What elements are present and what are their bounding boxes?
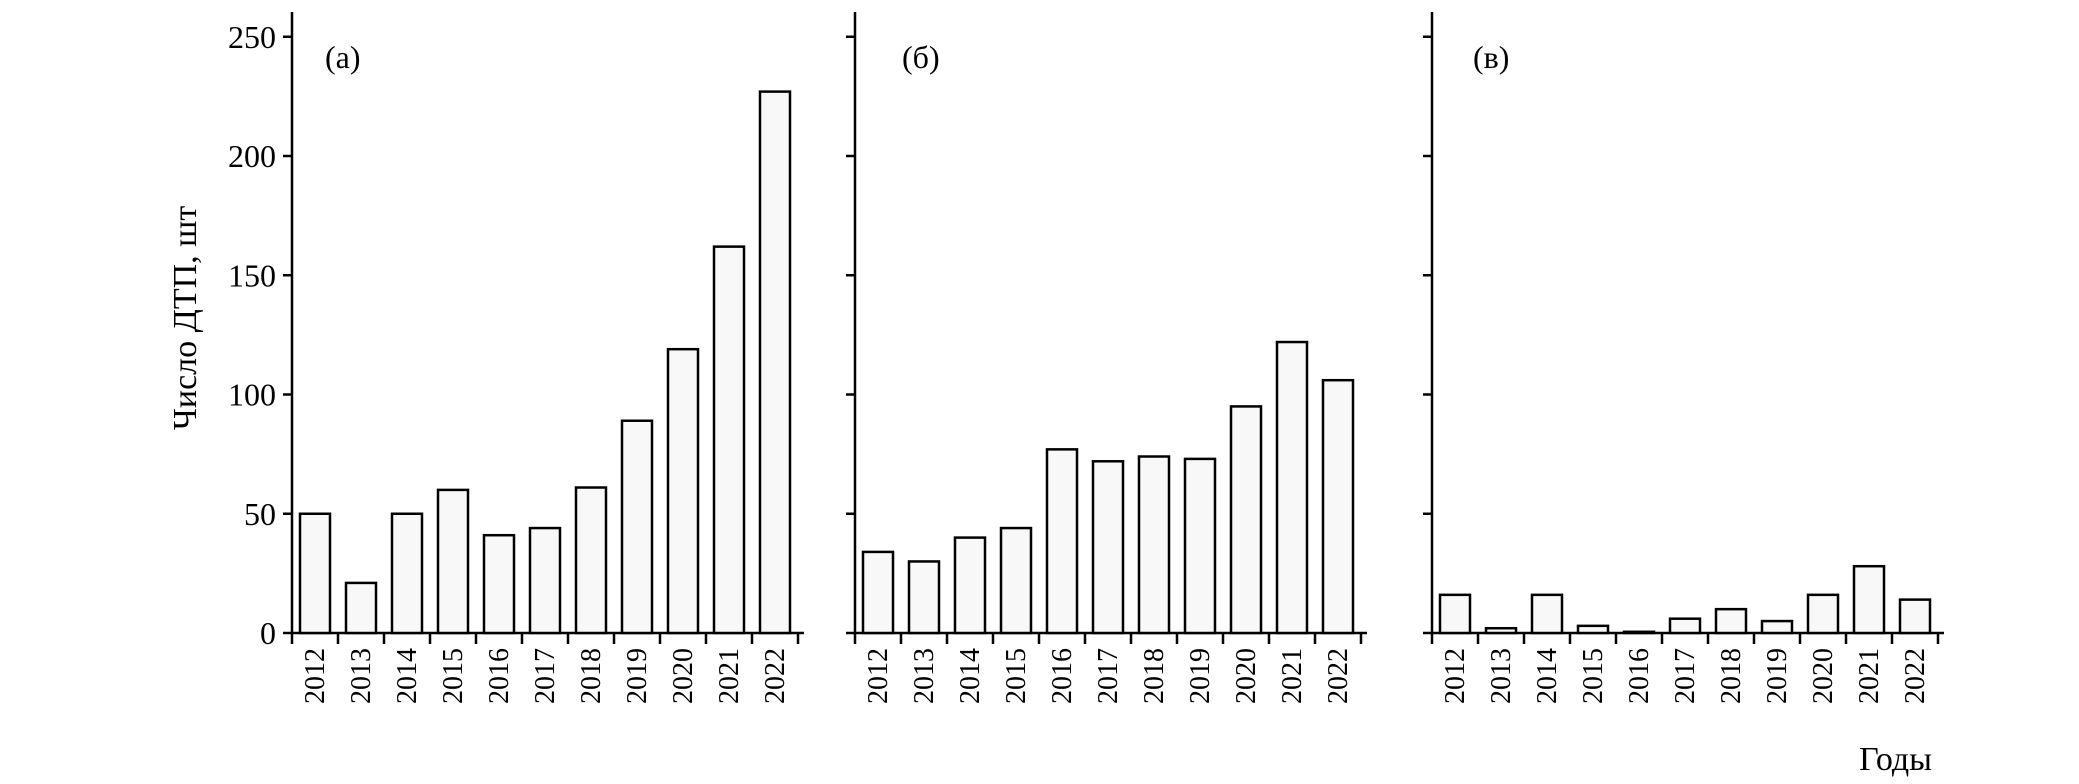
x-tick-label: 2013 xyxy=(1486,648,1517,704)
x-tick-label: 2014 xyxy=(955,648,986,704)
bar xyxy=(298,512,332,635)
bar xyxy=(953,536,987,635)
bar xyxy=(1438,593,1472,635)
x-tick-label: 2015 xyxy=(1578,648,1609,704)
bar xyxy=(907,560,941,635)
bar xyxy=(344,581,378,635)
x-tick-label: 2019 xyxy=(622,648,653,704)
x-tick-label: 2014 xyxy=(392,648,423,704)
x-axis-label: Годы xyxy=(1859,741,1932,778)
x-tick-label: 2015 xyxy=(438,648,469,704)
x-tick-label: 2012 xyxy=(300,648,331,704)
panel-3: 2012 2013 2014 2015 2016 2017 2018 2019 2020 2021… xyxy=(1423,12,1944,704)
y-tick-label: 100 xyxy=(228,377,276,413)
x-tick-label: 2016 xyxy=(1624,648,1655,704)
x-tick-label: 2016 xyxy=(484,648,515,704)
x-tick-label: 2012 xyxy=(863,648,894,704)
bar xyxy=(1668,617,1702,635)
bar xyxy=(1275,340,1309,635)
x-tick-label: 2019 xyxy=(1185,648,1216,704)
bar xyxy=(1321,378,1355,635)
bar xyxy=(1229,405,1263,635)
x-tick-label: 2021 xyxy=(1854,648,1885,704)
bar xyxy=(758,90,792,635)
bar xyxy=(390,512,424,635)
bar xyxy=(861,550,895,635)
y-tick-label: 200 xyxy=(228,138,276,174)
x-tick-label: 2012 xyxy=(1440,648,1471,704)
bar xyxy=(528,526,562,635)
panel-label: (в) xyxy=(1473,39,1509,75)
panel-label: (а) xyxy=(325,39,361,75)
bar xyxy=(1137,455,1171,635)
x-tick-label: 2020 xyxy=(1808,648,1839,704)
x-tick-label: 2013 xyxy=(346,648,377,704)
bar xyxy=(1898,598,1932,635)
bar xyxy=(1183,457,1217,635)
x-tick-label: 2017 xyxy=(530,648,561,704)
x-tick-label: 2022 xyxy=(1323,648,1354,704)
x-tick-label: 2021 xyxy=(1277,648,1308,704)
y-tick-label: 0 xyxy=(260,615,276,651)
x-tick-label: 2018 xyxy=(1139,648,1170,704)
bar xyxy=(666,347,700,635)
bar xyxy=(482,533,516,635)
y-tick-label: 50 xyxy=(244,496,276,532)
bar xyxy=(1530,593,1564,635)
bar xyxy=(1622,630,1656,635)
bar xyxy=(712,245,746,635)
x-tick-label: 2018 xyxy=(1716,648,1747,704)
x-tick-label: 2017 xyxy=(1670,648,1701,704)
bar xyxy=(1760,619,1794,635)
bar xyxy=(436,488,470,635)
x-tick-label: 2018 xyxy=(576,648,607,704)
x-tick-label: 2020 xyxy=(668,648,699,704)
x-tick-label: 2021 xyxy=(714,648,745,704)
bar xyxy=(1714,607,1748,635)
bar xyxy=(1852,564,1886,635)
y-tick-label: 150 xyxy=(228,257,276,293)
x-tick-label: 2022 xyxy=(760,648,791,704)
x-tick-label: 2017 xyxy=(1093,648,1124,704)
bar xyxy=(999,526,1033,635)
x-tick-label: 2022 xyxy=(1900,648,1931,704)
x-tick-label: 2013 xyxy=(909,648,940,704)
x-tick-label: 2015 xyxy=(1001,648,1032,704)
y-axis-label: Число ДТП, шт xyxy=(167,206,204,431)
x-tick-label: 2019 xyxy=(1762,648,1793,704)
bar xyxy=(1576,624,1610,635)
y-tick-label: 250 xyxy=(228,19,276,55)
bar xyxy=(1484,626,1518,635)
bar xyxy=(1045,448,1079,635)
panel-2: 2012 2013 2014 2015 2016 2017 2018 2019 2020 2021… xyxy=(846,12,1367,704)
panel-label: (б) xyxy=(902,39,940,75)
bar xyxy=(574,486,608,635)
panel-1: 0 50 100 150 200 250 2012 2013 2014 2015 2016 2017 2… xyxy=(228,12,804,704)
x-tick-label: 2020 xyxy=(1231,648,1262,704)
bar xyxy=(1091,460,1125,635)
bar xyxy=(620,419,654,635)
bar xyxy=(1806,593,1840,635)
x-tick-label: 2014 xyxy=(1532,648,1563,704)
x-tick-label: 2016 xyxy=(1047,648,1078,704)
